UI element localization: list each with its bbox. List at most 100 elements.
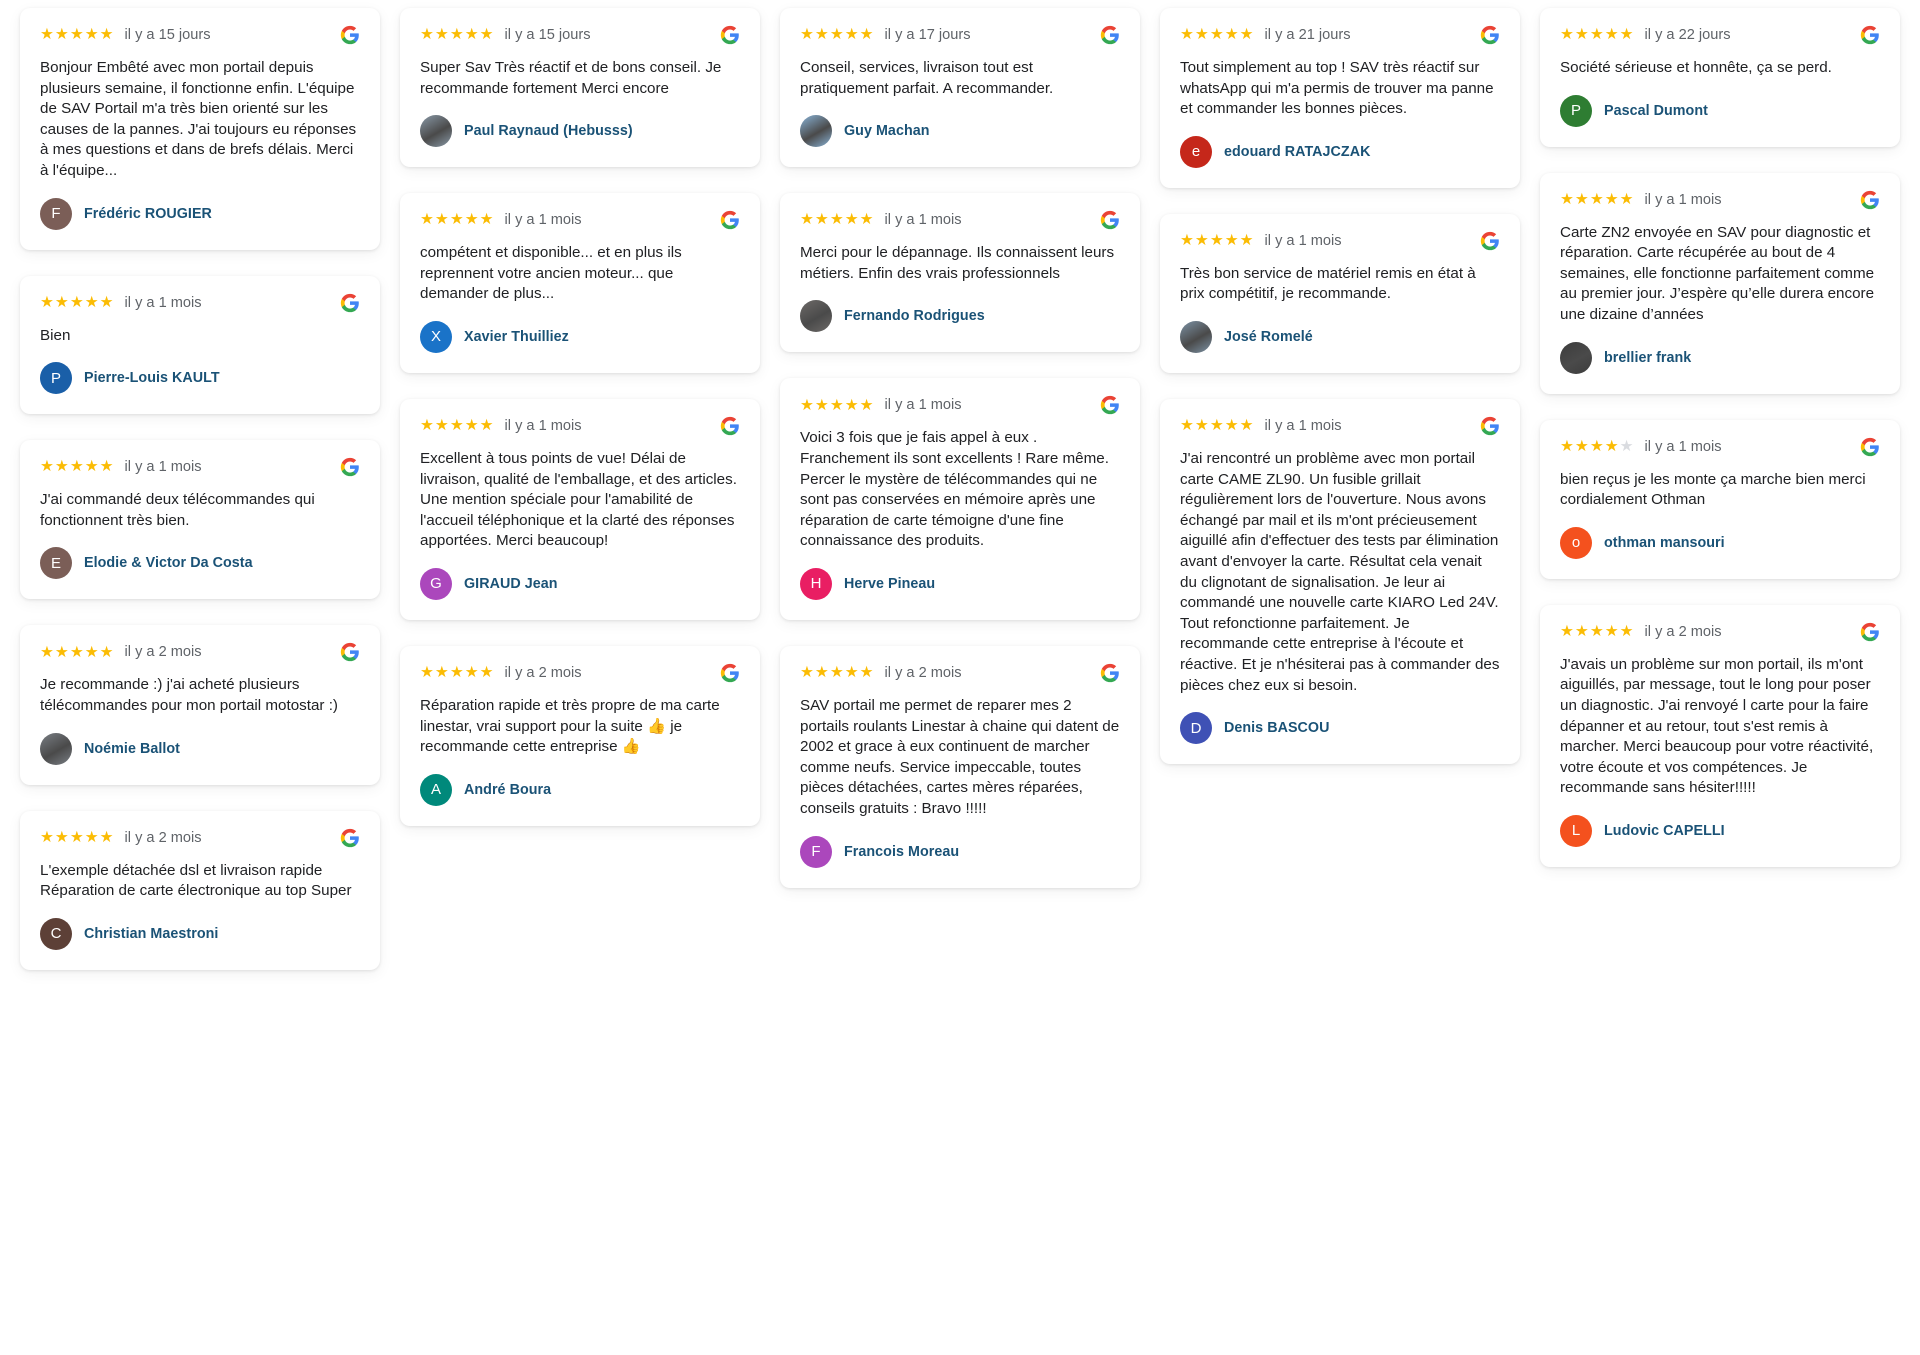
review-author-name[interactable]: Paul Raynaud (Hebusss): [464, 123, 633, 140]
review-date: il y a 1 mois: [884, 212, 962, 229]
review-header: ★ ★ ★ ★ ★ il y a 17 jours: [800, 25, 1120, 45]
review-author-row[interactable]: e edouard RATAJCZAK: [1180, 135, 1500, 168]
review-author-name[interactable]: Frédéric ROUGIER: [84, 205, 212, 222]
review-card[interactable]: ★ ★ ★ ★ ★ il y a 1 mois Carte ZN2 envoyée en …: [1540, 172, 1900, 394]
review-author-name[interactable]: Noémie Ballot: [84, 740, 180, 757]
review-card[interactable]: ★ ★ ★ ★ ★ il y a 1 mois J'ai rencontré un pro…: [1160, 398, 1520, 765]
rating-and-date: ★ ★ ★ ★ ★ il y a 1 mois: [1560, 192, 1722, 208]
review-card[interactable]: ★ ★ ★ ★ ★ il y a 1 mois Excellent à tous poin…: [400, 398, 760, 620]
review-author-name[interactable]: brellier frank: [1604, 349, 1692, 366]
review-card[interactable]: ★ ★ ★ ★ ★ il y a 21 jours Tout simplement au …: [1160, 8, 1520, 188]
review-card[interactable]: ★ ★ ★ ★ ★ il y a 17 jours Conseil, services, …: [780, 8, 1140, 168]
review-author-row[interactable]: G GIRAUD Jean: [420, 567, 740, 600]
review-author-name[interactable]: Xavier Thuilliez: [464, 328, 569, 345]
review-author-row[interactable]: C Christian Maestroni: [40, 917, 360, 950]
google-source-icon[interactable]: [340, 828, 360, 848]
google-source-icon[interactable]: [340, 642, 360, 662]
rating-and-date: ★ ★ ★ ★ ★ il y a 1 mois: [40, 459, 202, 475]
review-author-row[interactable]: Guy Machan: [800, 115, 1120, 148]
review-card[interactable]: ★ ★ ★ ★ ★ il y a 1 mois Bien P Pierre-Louis KAU…: [20, 275, 380, 415]
review-card[interactable]: ★ ★ ★ ★ ★ il y a 15 jours Bonjour Embêté avec…: [20, 8, 380, 250]
google-source-icon[interactable]: [340, 293, 360, 313]
review-author-row[interactable]: Fernando Rodrigues: [800, 300, 1120, 333]
review-card[interactable]: ★ ★ ★ ★ ★ il y a 2 mois J'avais un problème s…: [1540, 604, 1900, 867]
google-source-icon[interactable]: [720, 25, 740, 45]
review-author-row[interactable]: X Xavier Thuilliez: [420, 320, 740, 353]
review-author-row[interactable]: o othman mansouri: [1560, 526, 1880, 559]
google-source-icon[interactable]: [720, 210, 740, 230]
review-author-row[interactable]: P Pierre-Louis KAULT: [40, 362, 360, 395]
review-author-name[interactable]: Pascal Dumont: [1604, 102, 1708, 119]
review-card[interactable]: ★ ★ ★ ★ ★ il y a 2 mois SAV portail me permet…: [780, 645, 1140, 888]
review-card[interactable]: ★ ★ ★ ★ ★ il y a 2 mois Je recommande :) j'ai…: [20, 625, 380, 785]
review-header: ★ ★ ★ ★ ★ il y a 1 mois: [1560, 437, 1880, 457]
google-source-icon[interactable]: [720, 416, 740, 436]
review-author-row[interactable]: P Pascal Dumont: [1560, 94, 1880, 127]
review-card[interactable]: ★ ★ ★ ★ ★ il y a 2 mois L'exemple détachée ds…: [20, 810, 380, 970]
review-author-row[interactable]: Paul Raynaud (Hebusss): [420, 115, 740, 148]
google-source-icon[interactable]: [1860, 25, 1880, 45]
star-filled-icon: ★: [449, 664, 464, 682]
google-source-icon[interactable]: [1100, 663, 1120, 683]
star-filled-icon: ★: [814, 211, 829, 229]
star-filled-icon: ★: [99, 643, 114, 661]
review-author-name[interactable]: edouard RATAJCZAK: [1224, 143, 1371, 160]
review-card[interactable]: ★ ★ ★ ★ ★ il y a 2 mois Réparation rapide et …: [400, 645, 760, 826]
review-author-row[interactable]: Noémie Ballot: [40, 732, 360, 765]
google-source-icon[interactable]: [1860, 437, 1880, 457]
review-card[interactable]: ★ ★ ★ ★ ★ il y a 1 mois bien reçus je les mon…: [1540, 419, 1900, 579]
review-author-name[interactable]: Pierre-Louis KAULT: [84, 370, 220, 387]
review-author-name[interactable]: othman mansouri: [1604, 534, 1725, 551]
google-source-icon[interactable]: [1860, 622, 1880, 642]
google-source-icon[interactable]: [1860, 190, 1880, 210]
review-author-name[interactable]: Denis BASCOU: [1224, 720, 1330, 737]
review-column-5: ★ ★ ★ ★ ★ il y a 22 jours Société sérieuse et…: [1530, 8, 1910, 893]
review-card[interactable]: ★ ★ ★ ★ ★ il y a 1 mois Très bon service de m…: [1160, 213, 1520, 373]
star-rating: ★ ★ ★ ★ ★: [1180, 418, 1254, 434]
review-author-name[interactable]: Guy Machan: [844, 123, 930, 140]
review-column-2: ★ ★ ★ ★ ★ il y a 15 jours Super Sav Très réac…: [390, 8, 770, 852]
star-filled-icon: ★: [1619, 623, 1634, 640]
review-card[interactable]: ★ ★ ★ ★ ★ il y a 1 mois J'ai commandé deux té…: [20, 440, 380, 600]
google-source-icon[interactable]: [1480, 231, 1500, 251]
google-source-icon[interactable]: [1480, 25, 1500, 45]
google-source-icon[interactable]: [340, 25, 360, 45]
review-date: il y a 2 mois: [884, 664, 962, 681]
star-filled-icon: ★: [1224, 26, 1239, 44]
review-card[interactable]: ★ ★ ★ ★ ★ il y a 1 mois compétent et disponib…: [400, 193, 760, 373]
review-author-row[interactable]: José Romelé: [1180, 320, 1500, 353]
review-card[interactable]: ★ ★ ★ ★ ★ il y a 1 mois Merci pour le dépanna…: [780, 193, 1140, 353]
review-author-name[interactable]: GIRAUD Jean: [464, 575, 558, 592]
review-card[interactable]: ★ ★ ★ ★ ★ il y a 15 jours Super Sav Très réac…: [400, 8, 760, 168]
review-text: Merci pour le dépannage. Ils connaissent…: [800, 244, 1115, 282]
google-source-icon[interactable]: [1100, 210, 1120, 230]
review-author-row[interactable]: E Elodie & Victor Da Costa: [40, 547, 360, 580]
review-author-row[interactable]: L Ludovic CAPELLI: [1560, 814, 1880, 847]
review-author-row[interactable]: brellier frank: [1560, 341, 1880, 374]
review-author-name[interactable]: André Boura: [464, 781, 552, 798]
review-author-name[interactable]: Christian Maestroni: [84, 925, 219, 942]
review-author-row[interactable]: F Frédéric ROUGIER: [40, 197, 360, 230]
google-source-icon[interactable]: [1100, 25, 1120, 45]
review-author-name[interactable]: Fernando Rodrigues: [844, 308, 985, 325]
review-author-name[interactable]: Herve Pineau: [844, 575, 936, 592]
review-card[interactable]: ★ ★ ★ ★ ★ il y a 22 jours Société sérieuse et…: [1540, 8, 1900, 147]
review-author-name[interactable]: José Romelé: [1224, 328, 1313, 345]
review-author-row[interactable]: D Denis BASCOU: [1180, 712, 1500, 745]
review-author-name[interactable]: Elodie & Victor Da Costa: [84, 555, 253, 572]
review-author-name[interactable]: Ludovic CAPELLI: [1604, 822, 1725, 839]
google-source-icon[interactable]: [340, 457, 360, 477]
review-author-row[interactable]: A André Boura: [420, 773, 740, 806]
review-text: Société sérieuse et honnête, ça se perd.: [1560, 59, 1832, 76]
star-rating: ★ ★ ★ ★ ★: [40, 459, 114, 475]
review-author-row[interactable]: F Francois Moreau: [800, 835, 1120, 868]
review-author-row[interactable]: H Herve Pineau: [800, 567, 1120, 600]
star-filled-icon: ★: [1604, 26, 1619, 44]
google-source-icon[interactable]: [1100, 395, 1120, 415]
google-source-icon[interactable]: [720, 663, 740, 683]
star-filled-icon: ★: [859, 396, 874, 414]
google-source-icon[interactable]: [1480, 416, 1500, 436]
star-filled-icon: ★: [1224, 232, 1239, 250]
review-author-name[interactable]: Francois Moreau: [844, 843, 960, 860]
review-card[interactable]: ★ ★ ★ ★ ★ il y a 1 mois Voici 3 fois que je f…: [780, 378, 1140, 620]
